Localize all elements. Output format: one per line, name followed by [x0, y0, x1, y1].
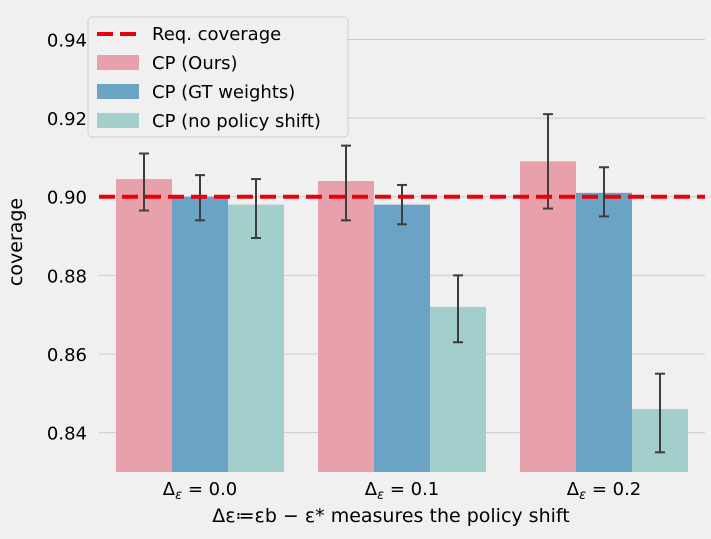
- bar: [228, 204, 284, 472]
- bar: [576, 192, 632, 473]
- y-tick-label: 0.94: [47, 30, 87, 51]
- y-axis-label: coverage: [5, 198, 27, 286]
- legend: Req. coverage CP (Ours) CP (GT weights) CP …: [87, 16, 349, 138]
- bar: [374, 204, 430, 472]
- legend-swatch: [97, 113, 139, 128]
- bar: [520, 161, 576, 472]
- legend-label: CP (Ours): [152, 53, 238, 74]
- legend-label-reference: Req. coverage: [152, 24, 281, 45]
- legend-swatch: [97, 84, 139, 99]
- y-tick-label: 0.88: [47, 266, 87, 287]
- bar: [318, 181, 374, 472]
- bar-layer: [116, 161, 688, 473]
- errorbar-layer: [139, 113, 665, 454]
- y-tick-labels: 0.84 0.86 0.88 0.90 0.92 0.94: [47, 30, 87, 444]
- x-tick-label: Δε = 0.0: [163, 479, 238, 503]
- legend-label: CP (no policy shift): [152, 111, 321, 132]
- y-tick-label: 0.92: [47, 109, 87, 130]
- bar: [116, 179, 172, 472]
- y-tick-label: 0.90: [47, 188, 87, 209]
- legend-box: [87, 16, 349, 138]
- x-tick-labels: Δε = 0.0 Δε = 0.1 Δε = 0.2: [163, 479, 642, 503]
- y-tick-label: 0.84: [47, 424, 87, 445]
- legend-label: CP (GT weights): [152, 82, 295, 103]
- x-axis-label: Δε≔εb − ε* measures the policy shift: [212, 505, 569, 527]
- x-tick-label: Δε = 0.1: [365, 479, 440, 503]
- x-tick-label: Δε = 0.2: [567, 479, 642, 503]
- legend-swatch: [97, 55, 139, 70]
- y-tick-label: 0.86: [47, 345, 87, 366]
- bar: [172, 196, 228, 472]
